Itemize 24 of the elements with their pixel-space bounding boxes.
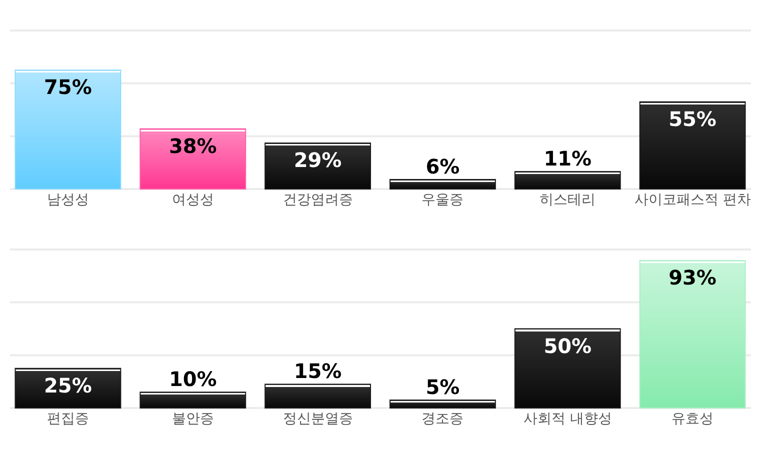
x-tick-label: 건강염려증 [282,192,353,208]
x-tick-label: 경조증 [422,411,464,427]
x-tick-label: 여성성 [172,192,214,208]
data-label: 10% [168,367,217,392]
x-tick-label: 정신분열증 [282,411,353,427]
x-tick-label: 유효성 [672,411,714,427]
data-label: 11% [544,146,592,171]
x-tick-label: 히스테리 [540,192,596,208]
data-label: 93% [668,266,716,290]
x-tick-label: 불안증 [172,411,214,427]
data-label: 75% [44,75,92,100]
data-label: 6% [426,154,460,178]
data-label: 29% [294,148,342,172]
x-tick-label: 편집증 [46,411,89,427]
x-tick-label: 사이코패스적 편차 [634,192,751,208]
data-label: 55% [668,106,716,131]
data-label: 5% [426,375,460,400]
data-label: 50% [544,334,592,358]
x-tick-label: 우울증 [422,192,464,208]
x-tick-label: 남성성 [46,192,89,208]
data-label: 38% [168,134,217,158]
data-label: 25% [44,373,92,398]
data-label: 15% [294,359,342,384]
x-tick-label: 사회적 내향성 [523,411,612,427]
